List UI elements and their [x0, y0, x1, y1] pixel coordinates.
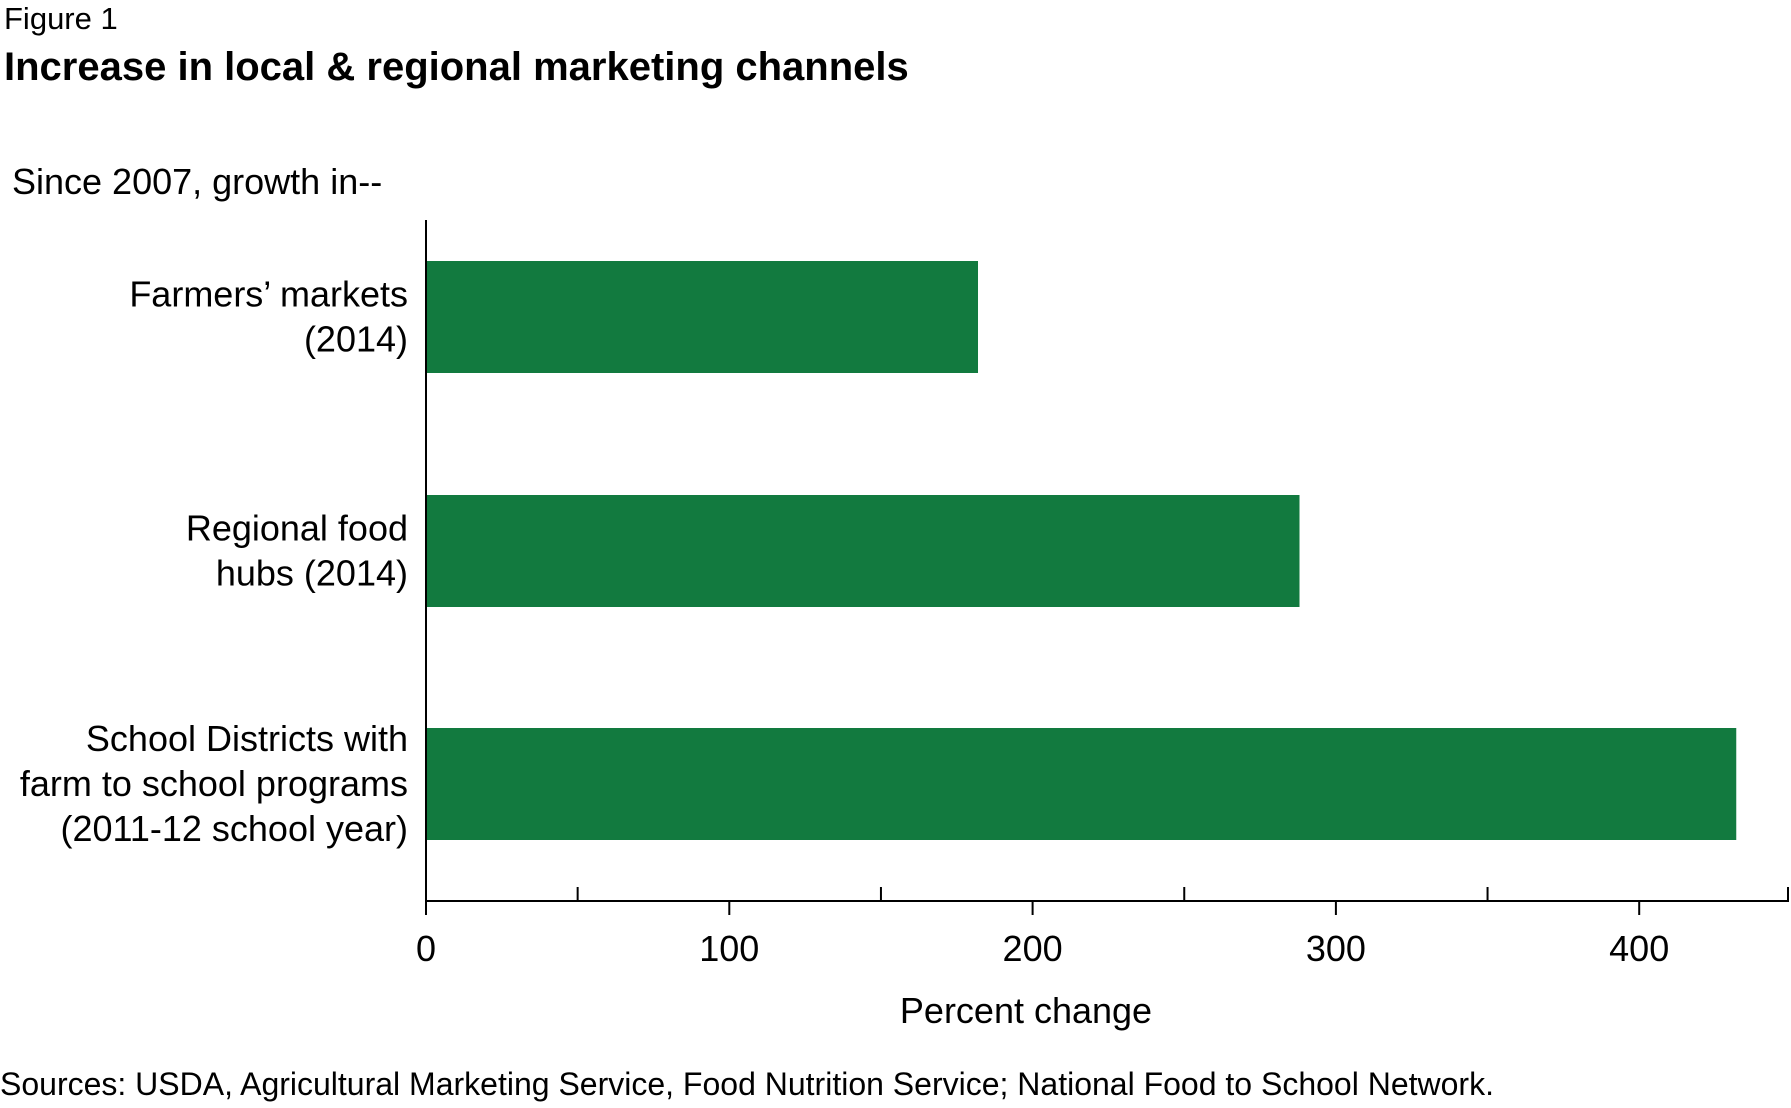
bars-group	[426, 261, 1737, 840]
x-tick-label: 300	[1306, 928, 1366, 969]
category-label-line: (2011-12 school year)	[60, 808, 408, 849]
category-label-line: School Districts with	[86, 718, 408, 759]
figure-label: Figure 1	[4, 1, 118, 36]
category-labels-group: Farmers’ markets (2014) Regional food hubs …	[20, 274, 408, 850]
sources-note: Sources: USDA, Agricultural Marketing Se…	[0, 1066, 1494, 1102]
bar-1	[426, 261, 979, 373]
x-tick-label: 200	[1003, 928, 1063, 969]
tick-labels-group: 0 100 200 300 400	[416, 928, 1669, 969]
bar-2	[426, 495, 1300, 607]
category-label-line: Farmers’ markets	[129, 274, 408, 315]
axes-group	[425, 220, 1789, 915]
bar-3	[426, 728, 1737, 840]
x-axis-label: Percent change	[900, 990, 1152, 1031]
chart-subtitle: Since 2007, growth in--	[12, 161, 383, 202]
category-label-line: Regional food	[186, 508, 408, 549]
category-label-3: School Districts with farm to school prog…	[20, 718, 408, 849]
category-label-2: Regional food hubs (2014)	[186, 508, 408, 594]
x-tick-label: 400	[1609, 928, 1669, 969]
category-label-1: Farmers’ markets (2014)	[129, 274, 408, 360]
category-label-line: (2014)	[304, 319, 408, 360]
x-tick-label: 100	[699, 928, 759, 969]
category-label-line: farm to school programs	[20, 763, 408, 804]
x-tick-label: 0	[416, 928, 436, 969]
chart-title: Increase in local & regional marketing c…	[4, 45, 909, 89]
category-label-line: hubs (2014)	[216, 553, 408, 594]
